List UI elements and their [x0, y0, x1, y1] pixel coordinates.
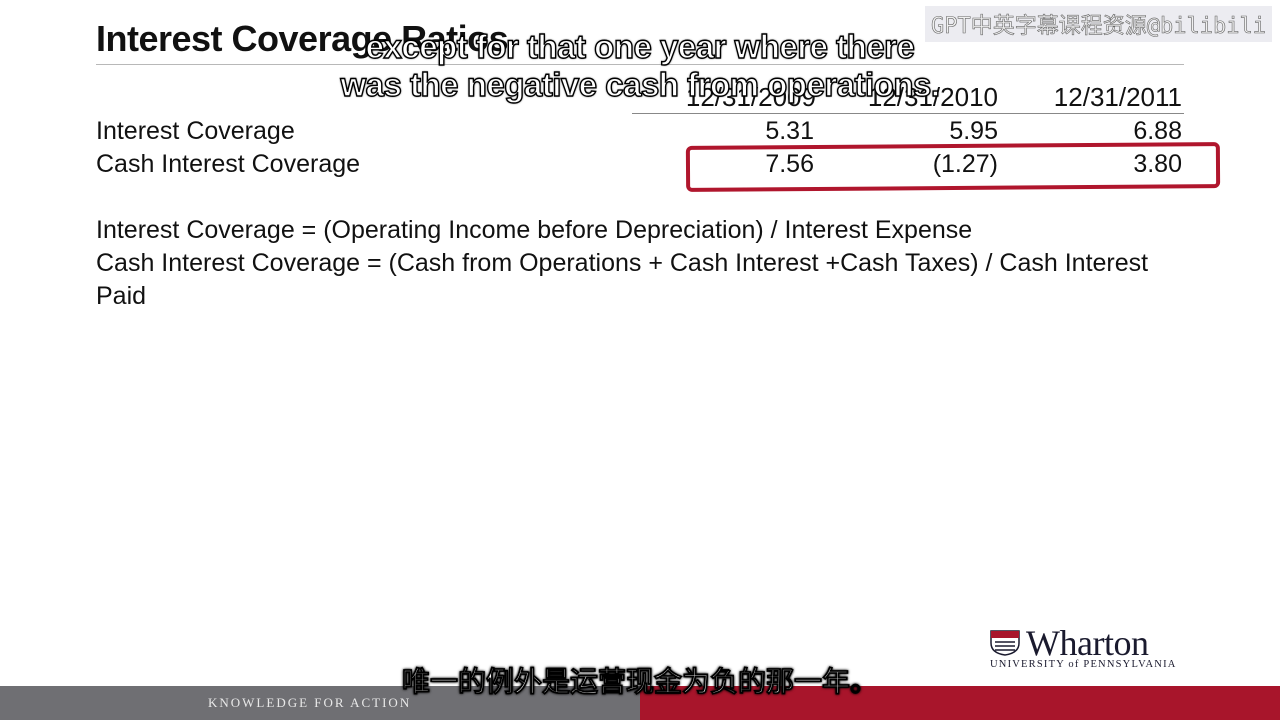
- cell-cash-interest-coverage-2010: (1.27): [932, 150, 998, 178]
- column-header-2011: 12/31/2011: [1053, 82, 1182, 112]
- shield-icon: [990, 630, 1020, 656]
- highlight-box: [685, 142, 1221, 192]
- cell-cash-interest-coverage-2011: 3.80: [1133, 150, 1182, 178]
- cell-interest-coverage-2009: 5.31: [765, 117, 814, 145]
- row-label-interest-coverage: Interest Coverage: [96, 117, 295, 145]
- row-label-cash-interest-coverage: Cash Interest Coverage: [96, 150, 361, 178]
- logo-wordmark: Wharton: [1026, 623, 1149, 663]
- footer-gray-band: [0, 686, 640, 720]
- logo-subtitle: UNIVERSITY of PENNSYLVANIA: [990, 659, 1177, 670]
- footer-bar: KNOWLEDGE FOR ACTION: [0, 686, 1280, 720]
- subtitle-english-line-1: except for that one year where there: [365, 27, 916, 65]
- footer-tagline: KNOWLEDGE FOR ACTION: [208, 695, 412, 710]
- cell-interest-coverage-2010: 5.95: [949, 117, 998, 145]
- subtitle-chinese: 唯一的例外是运营现金为负的那一年。: [401, 666, 879, 698]
- formula-interest-coverage: Interest Coverage = (Operating Income be…: [96, 216, 973, 244]
- column-header-2010: 12/31/2010: [867, 82, 998, 112]
- title-divider: [96, 64, 1184, 65]
- header-divider: [632, 113, 1184, 114]
- wharton-logo: Wharton UNIVERSITY of PENNSYLVANIA: [990, 623, 1190, 672]
- watermark: GPT中英字幕课程资源@bilibili: [925, 6, 1272, 42]
- formula-cash-interest-coverage: Cash Interest Coverage = (Cash from Oper…: [96, 249, 1149, 310]
- column-header-2009: 12/31/2009: [685, 82, 816, 112]
- subtitle-english-line-2: was the negative cash from operations.: [340, 65, 941, 103]
- footer-red-band: [640, 686, 1280, 720]
- cell-cash-interest-coverage-2009: 7.56: [765, 150, 814, 178]
- cell-interest-coverage-2011: 6.88: [1133, 117, 1182, 145]
- slide-title: Interest Coverage Ratios: [96, 18, 509, 59]
